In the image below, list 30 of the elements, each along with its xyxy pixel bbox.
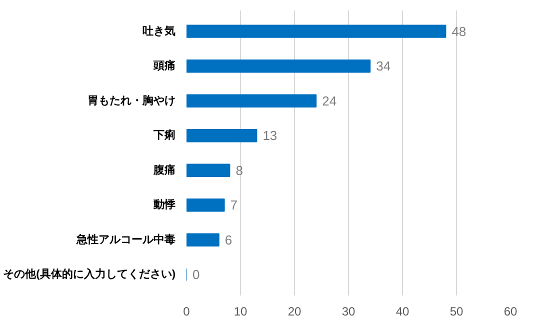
y-tick-label: その他(具体的に入力してください) <box>3 268 176 281</box>
x-tick-label: 20 <box>288 304 302 318</box>
bar <box>186 198 225 212</box>
data-label: 0 <box>192 267 200 282</box>
y-tick-label: 頭痛 <box>152 59 176 72</box>
y-tick-label: 動悸 <box>152 198 176 212</box>
x-tick-label: 10 <box>234 304 248 318</box>
x-tick-label: 60 <box>504 304 518 318</box>
bar <box>186 24 446 38</box>
y-tick-label: 下痢 <box>152 128 176 142</box>
x-tick-label: 50 <box>450 304 464 318</box>
y-tick-label: 腹痛 <box>152 163 176 176</box>
data-label: 34 <box>376 58 391 74</box>
data-label: 48 <box>452 24 466 39</box>
bar <box>186 60 371 73</box>
y-tick-label: 吐き気 <box>142 24 176 38</box>
data-label: 6 <box>224 232 232 248</box>
data-label: 7 <box>230 198 238 213</box>
bar <box>186 233 220 246</box>
data-label: 13 <box>262 128 278 144</box>
data-label: 24 <box>322 93 337 108</box>
bar <box>186 129 258 142</box>
bar <box>186 94 317 108</box>
bar <box>186 164 230 177</box>
data-label: 8 <box>236 162 243 178</box>
y-tick-label: 急性アルコール中毒 <box>76 232 176 246</box>
x-tick-label: 40 <box>396 304 410 318</box>
x-tick-label: 0 <box>183 304 190 318</box>
x-tick-label: 30 <box>342 304 356 318</box>
y-tick-label: 胃もたれ・胸やけ <box>88 94 176 107</box>
